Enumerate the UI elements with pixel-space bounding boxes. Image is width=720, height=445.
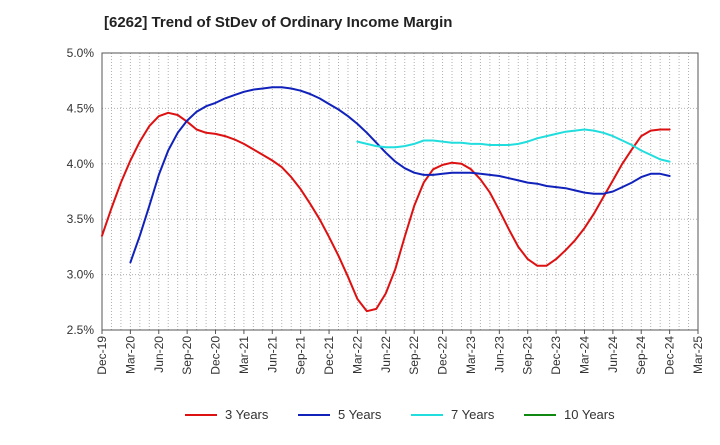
legend-label: 7 Years bbox=[451, 407, 495, 422]
x-tick-label: Dec-20 bbox=[209, 336, 223, 375]
series-line-7-years bbox=[356, 128, 671, 163]
y-tick-label: 5.0% bbox=[67, 46, 95, 60]
x-tick-label: Jun-24 bbox=[606, 336, 620, 373]
x-tick-label: Dec-23 bbox=[549, 336, 563, 375]
legend-label: 3 Years bbox=[225, 407, 269, 422]
x-tick-label: Jun-21 bbox=[265, 336, 279, 373]
y-tick-label: 3.5% bbox=[67, 212, 95, 226]
x-tick-label: Jun-22 bbox=[379, 336, 393, 373]
x-tick-label: Sep-24 bbox=[634, 336, 648, 375]
legend-label: 10 Years bbox=[564, 407, 615, 422]
y-tick-label: 3.0% bbox=[67, 268, 95, 282]
series-layer bbox=[101, 86, 671, 313]
plot-area bbox=[101, 52, 699, 331]
plot-background bbox=[102, 53, 698, 330]
x-tick-label: Dec-21 bbox=[322, 336, 336, 375]
x-tick-label: Sep-22 bbox=[407, 336, 421, 375]
x-tick-label: Mar-21 bbox=[237, 336, 251, 374]
x-axis: Dec-19 Mar-20 Jun-20 Sep-20 Dec-20 Mar-21 Jun-… bbox=[95, 330, 705, 375]
x-tick-label: Mar-22 bbox=[350, 336, 364, 374]
x-tick-label: Jun-23 bbox=[492, 336, 506, 373]
chart-title: [6262] Trend of StDev of Ordinary Income… bbox=[104, 14, 453, 31]
x-tick-label: Mar-25 bbox=[691, 336, 705, 374]
legend-label: 5 Years bbox=[338, 407, 382, 422]
y-axis: 2.5% 3.0% 3.5% 4.0% 4.5% 5.0% bbox=[67, 46, 95, 337]
plot-frame bbox=[101, 52, 699, 331]
x-tick-label: Mar-23 bbox=[464, 336, 478, 374]
series-line-3-years bbox=[101, 111, 671, 313]
x-tick-label: Sep-23 bbox=[521, 336, 535, 375]
legend: 3 Years 5 Years 7 Years 10 Years bbox=[185, 407, 615, 422]
y-tick-label: 4.0% bbox=[67, 157, 95, 171]
x-tick-label: Jun-20 bbox=[152, 336, 166, 373]
x-tick-label: Mar-24 bbox=[577, 336, 591, 374]
series-line-5-years bbox=[129, 86, 671, 264]
x-tick-label: Sep-21 bbox=[294, 336, 308, 375]
y-tick-label: 2.5% bbox=[67, 323, 95, 337]
x-tick-label: Dec-24 bbox=[663, 336, 677, 375]
x-tick-label: Dec-22 bbox=[436, 336, 450, 375]
y-tick-label: 4.5% bbox=[67, 101, 95, 115]
x-tick-label: Dec-19 bbox=[95, 336, 109, 375]
x-tick-label: Sep-20 bbox=[180, 336, 194, 375]
x-tick-label: Mar-20 bbox=[123, 336, 137, 374]
